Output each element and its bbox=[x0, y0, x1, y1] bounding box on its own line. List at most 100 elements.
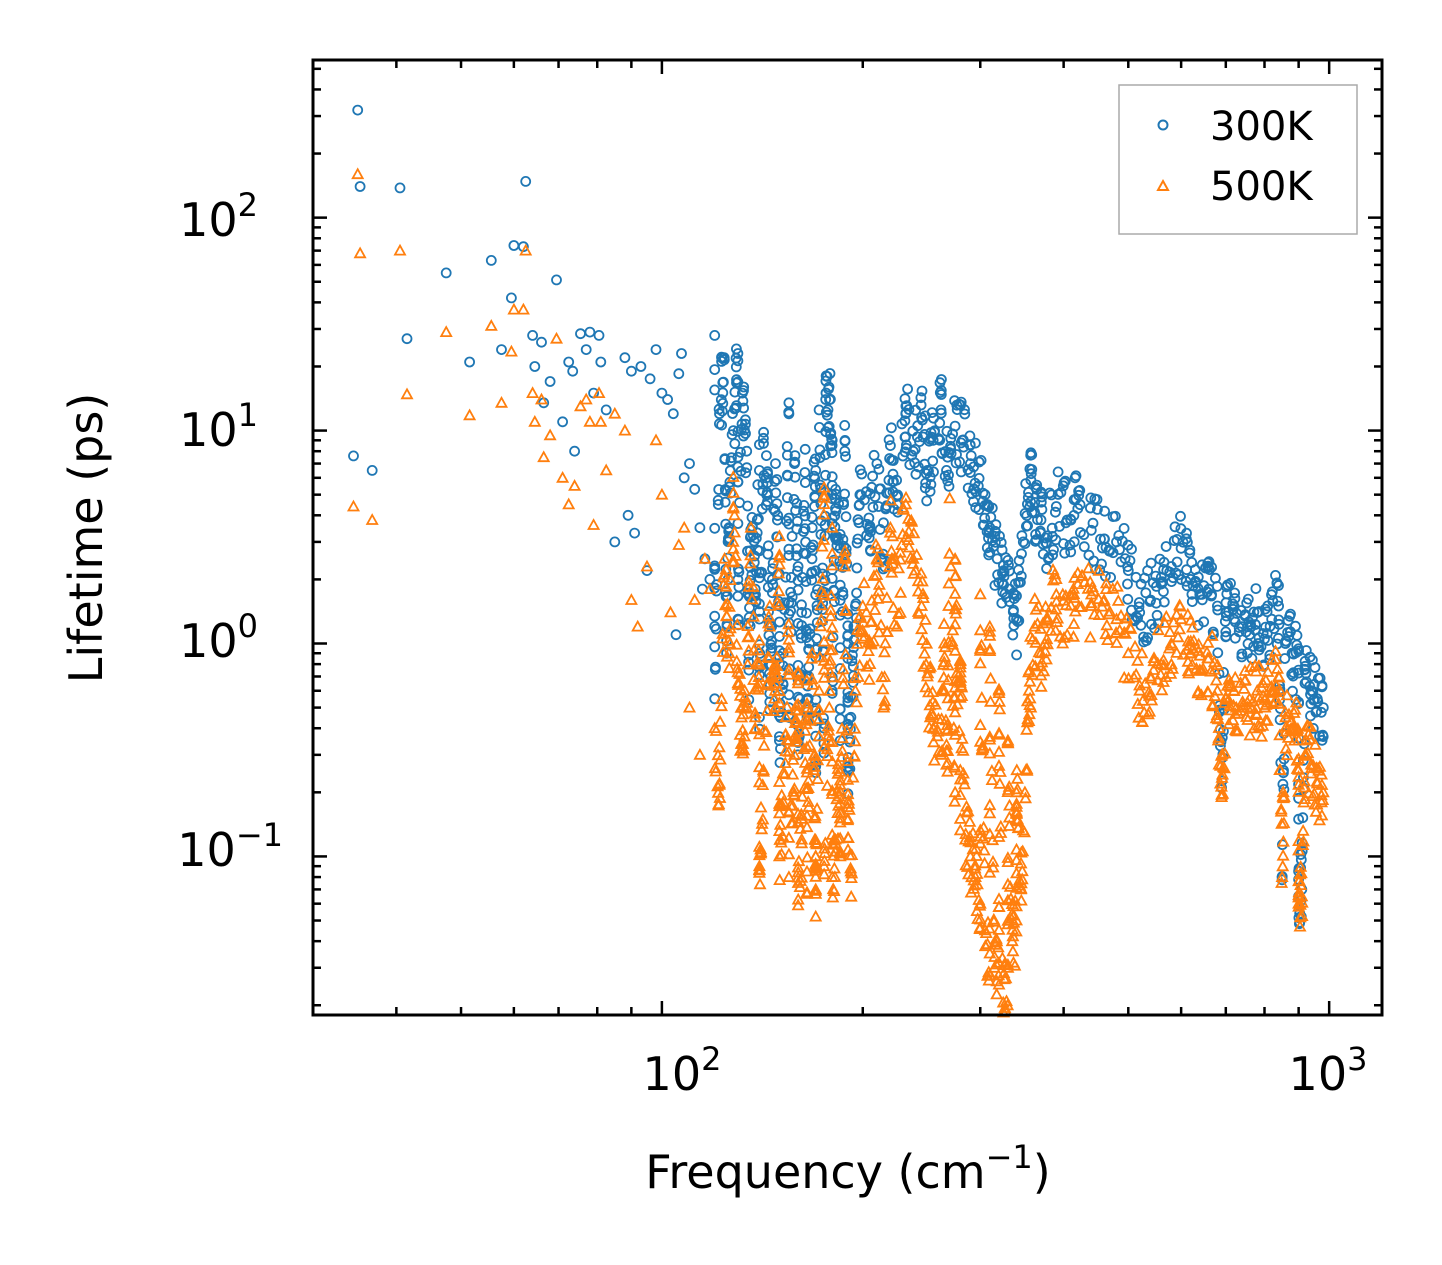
point-500K bbox=[772, 566, 786, 579]
point-500K bbox=[1084, 599, 1098, 611]
point-300K bbox=[354, 181, 366, 192]
point-500K bbox=[836, 677, 850, 690]
point-500K bbox=[891, 607, 905, 619]
point-300K bbox=[916, 385, 928, 397]
point-300K bbox=[1206, 561, 1217, 573]
point-300K bbox=[738, 402, 749, 414]
point-300K bbox=[789, 456, 801, 468]
point-500K bbox=[853, 658, 867, 671]
point-500K bbox=[519, 243, 533, 256]
point-500K bbox=[786, 767, 800, 780]
point-300K bbox=[1175, 510, 1186, 522]
point-300K bbox=[1182, 536, 1193, 548]
point-500K bbox=[733, 667, 747, 679]
point-500K bbox=[825, 754, 839, 767]
point-300K bbox=[783, 543, 795, 555]
point-500K bbox=[916, 591, 930, 603]
point-500K bbox=[562, 497, 576, 510]
point-500K bbox=[1009, 853, 1024, 866]
point-500K bbox=[1171, 630, 1185, 643]
point-500K bbox=[772, 849, 786, 862]
point-300K bbox=[970, 437, 981, 449]
point-500K bbox=[820, 778, 834, 791]
point-500K bbox=[800, 808, 814, 821]
point-500K bbox=[713, 714, 727, 727]
point-300K bbox=[863, 512, 875, 524]
point-500K bbox=[1159, 670, 1173, 682]
point-500K bbox=[806, 677, 820, 690]
point-500K bbox=[1001, 851, 1015, 863]
point-500K bbox=[1046, 573, 1060, 586]
point-500K bbox=[688, 593, 702, 605]
point-500K bbox=[973, 656, 987, 669]
point-500K bbox=[973, 643, 987, 656]
point-300K bbox=[1122, 565, 1134, 576]
point-300K bbox=[1118, 523, 1130, 534]
point-300K bbox=[1025, 496, 1036, 508]
point-500K bbox=[1163, 625, 1177, 637]
point-300K bbox=[792, 584, 804, 596]
point-500K bbox=[1292, 896, 1306, 909]
point-300K bbox=[806, 522, 818, 534]
point-500K bbox=[1022, 707, 1036, 720]
point-500K bbox=[979, 926, 993, 938]
point-500K bbox=[861, 644, 875, 656]
point-300K bbox=[873, 463, 885, 475]
point-500K bbox=[868, 603, 882, 615]
point-300K bbox=[829, 510, 841, 522]
point-500K bbox=[736, 737, 750, 749]
point-500K bbox=[1276, 834, 1290, 847]
point-500K bbox=[940, 718, 954, 731]
point-500K bbox=[1092, 563, 1106, 576]
point-500K bbox=[1215, 767, 1230, 780]
point-500K bbox=[1292, 770, 1306, 782]
point-300K bbox=[800, 576, 812, 587]
point-500K bbox=[772, 696, 786, 708]
point-500K bbox=[840, 723, 854, 736]
point-500K bbox=[1135, 646, 1149, 659]
point-500K bbox=[800, 762, 814, 774]
point-500K bbox=[712, 777, 726, 790]
point-500K bbox=[948, 617, 962, 630]
point-500K bbox=[718, 551, 732, 564]
point-300K bbox=[837, 534, 849, 545]
point-500K bbox=[1222, 717, 1236, 730]
point-300K bbox=[975, 454, 987, 466]
point-300K bbox=[729, 438, 741, 450]
point-500K bbox=[1147, 663, 1161, 675]
point-300K bbox=[1300, 645, 1312, 656]
point-300K bbox=[839, 435, 851, 447]
point-300K bbox=[896, 418, 908, 430]
point-500K bbox=[759, 725, 773, 737]
point-500K bbox=[791, 676, 805, 689]
point-500K bbox=[811, 753, 825, 766]
point-500K bbox=[1001, 735, 1015, 748]
point-500K bbox=[782, 847, 796, 860]
point-300K bbox=[791, 497, 803, 509]
point-500K bbox=[1014, 893, 1028, 906]
point-500K bbox=[791, 666, 805, 679]
point-300K bbox=[712, 494, 724, 506]
point-500K bbox=[817, 490, 831, 503]
point-500K bbox=[1315, 778, 1329, 790]
point-500K bbox=[1009, 842, 1024, 855]
point-500K bbox=[752, 863, 766, 876]
point-500K bbox=[1276, 785, 1290, 798]
point-300K bbox=[1248, 606, 1260, 618]
point-300K bbox=[716, 351, 727, 363]
point-500K bbox=[1014, 881, 1028, 894]
point-500K bbox=[1226, 698, 1241, 711]
point-500K bbox=[1014, 856, 1028, 869]
point-500K bbox=[949, 606, 963, 619]
point-500K bbox=[876, 682, 890, 695]
point-300K bbox=[820, 469, 831, 481]
point-300K bbox=[352, 104, 364, 116]
point-300K bbox=[959, 404, 970, 416]
point-500K bbox=[801, 795, 815, 807]
point-300K bbox=[834, 703, 846, 715]
point-500K bbox=[772, 684, 786, 697]
point-500K bbox=[1312, 813, 1327, 826]
point-300K bbox=[1284, 610, 1296, 622]
point-300K bbox=[505, 292, 517, 304]
point-500K bbox=[1040, 613, 1054, 626]
